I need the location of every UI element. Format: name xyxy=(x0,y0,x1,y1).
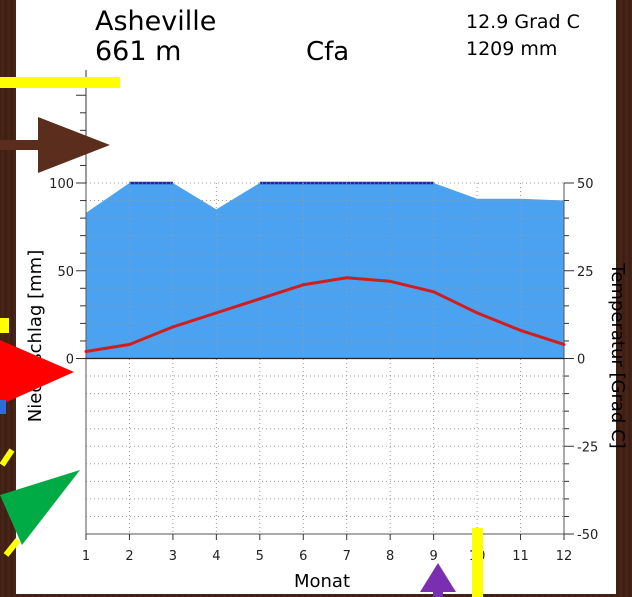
yellow-mark-left-3 xyxy=(3,538,21,557)
y-axis-left-title: Niederschlag [mm] xyxy=(25,250,46,422)
precipitation-fill xyxy=(86,183,564,359)
station-name: Asheville xyxy=(95,6,216,37)
temperature-point xyxy=(475,311,479,315)
temperature-point xyxy=(388,279,392,283)
x-tick-label: 5 xyxy=(256,549,264,564)
x-tick-label: 3 xyxy=(169,549,177,564)
blue-mark-left xyxy=(0,400,6,414)
annual-precipitation: 1209 mm xyxy=(466,38,557,60)
temperature-point xyxy=(258,297,262,301)
temperature-point xyxy=(84,349,88,353)
y-axis-right-title: Temperatur [Grad C] xyxy=(607,262,628,448)
temperature-point xyxy=(432,290,436,294)
y-right-tick-label: -50 xyxy=(577,528,598,543)
x-tick-label: 2 xyxy=(125,549,133,564)
yellow-bar-bottom xyxy=(472,528,483,597)
x-tick-label: 4 xyxy=(212,549,220,564)
x-tick-label: 1 xyxy=(82,549,90,564)
x-tick-label: 8 xyxy=(386,549,394,564)
yellow-mark-left-2 xyxy=(0,448,15,467)
x-tick-label: 9 xyxy=(429,549,437,564)
y-right-tick-label: -25 xyxy=(577,440,598,455)
x-tick-label: 6 xyxy=(299,549,307,564)
yellow-mark-left-1 xyxy=(0,318,9,333)
y-left-tick-label: 0 xyxy=(66,353,74,368)
climate-class: Cfa xyxy=(306,37,349,67)
red-arrow xyxy=(0,340,74,405)
temperature-point xyxy=(214,311,218,315)
y-right-tick-label: 50 xyxy=(577,177,594,192)
mean-temperature: 12.9 Grad C xyxy=(466,11,580,33)
x-tick-label: 7 xyxy=(343,549,351,564)
temperature-point xyxy=(345,276,349,280)
station-elevation: 661 m xyxy=(95,36,181,67)
green-arrow xyxy=(0,470,80,545)
purple-arrow xyxy=(420,563,456,597)
y-left-tick-label: 50 xyxy=(57,265,74,280)
temperature-point xyxy=(562,342,566,346)
temperature-polyline xyxy=(85,276,565,353)
y-right-tick-label: 0 xyxy=(577,353,585,368)
brown-arrow xyxy=(0,117,110,173)
temperature-point xyxy=(171,325,175,329)
x-tick-label: 11 xyxy=(512,549,529,564)
y-right-tick-label: 25 xyxy=(577,265,594,280)
annotation-marks xyxy=(0,77,483,597)
y-left-tick-label: 100 xyxy=(49,177,74,192)
temperature-point xyxy=(127,342,131,346)
temperature-point xyxy=(301,283,305,287)
x-tick-label: 12 xyxy=(556,549,573,564)
yellow-bar-top xyxy=(0,77,120,88)
x-axis-title: Monat xyxy=(294,571,350,592)
temperature-line xyxy=(84,276,566,353)
temperature-point xyxy=(519,328,523,332)
